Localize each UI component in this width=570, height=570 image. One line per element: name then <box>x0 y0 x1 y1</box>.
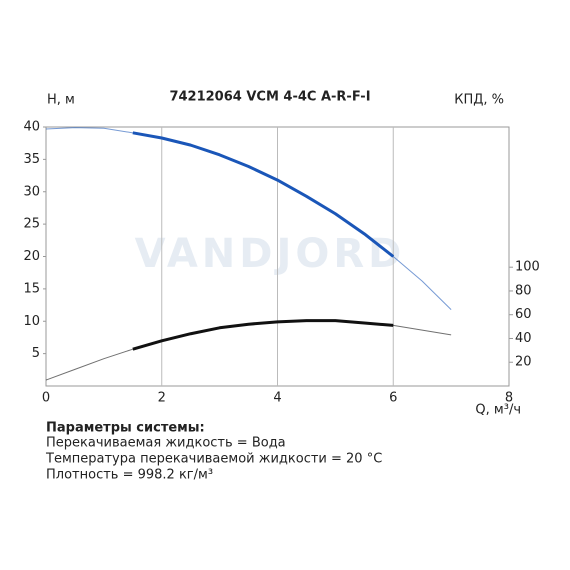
y-tick-label: 25 <box>23 217 40 232</box>
y2-tick-label: 80 <box>515 283 532 298</box>
chart-title: 74212064 VCM 4-4C A-R-F-I <box>169 90 370 105</box>
y-tick-label: 5 <box>32 346 40 361</box>
y2-tick-label: 100 <box>515 260 540 275</box>
x-tick-label: 4 <box>273 391 281 406</box>
x-tick-label: 0 <box>42 391 50 406</box>
y2-tick-label: 40 <box>515 331 532 346</box>
y-tick-label: 30 <box>23 184 40 199</box>
y2-axis-label: КПД, % <box>454 93 504 108</box>
y-tick-label: 10 <box>23 314 40 329</box>
x-axis-label: Q, м³/ч <box>475 403 521 418</box>
y2-tick-label: 20 <box>515 355 532 370</box>
curve-line-operating <box>132 131 395 258</box>
curve-line <box>45 127 452 310</box>
x-tick-label: 2 <box>158 391 166 406</box>
y-tick-label: 15 <box>23 281 40 296</box>
info-line: Плотность = 998.2 кг/м³ <box>46 468 213 483</box>
curve-line-operating <box>132 319 394 351</box>
info-heading: Параметры системы: <box>46 421 205 436</box>
y-axis-label: H, м <box>47 93 75 108</box>
curve-line <box>45 320 452 381</box>
x-tick-label: 6 <box>389 391 397 406</box>
y2-tick-label: 60 <box>515 307 532 322</box>
y-tick-label: 35 <box>23 152 40 167</box>
y-tick-label: 20 <box>23 249 40 264</box>
y-tick-label: 40 <box>23 120 40 135</box>
info-line: Температура перекачиваемой жидкости = 20… <box>45 452 382 467</box>
info-line: Перекачиваемая жидкость = Вода <box>46 436 286 451</box>
x-tick-label: 8 <box>505 391 513 406</box>
watermark: VANDJORD <box>135 231 406 277</box>
